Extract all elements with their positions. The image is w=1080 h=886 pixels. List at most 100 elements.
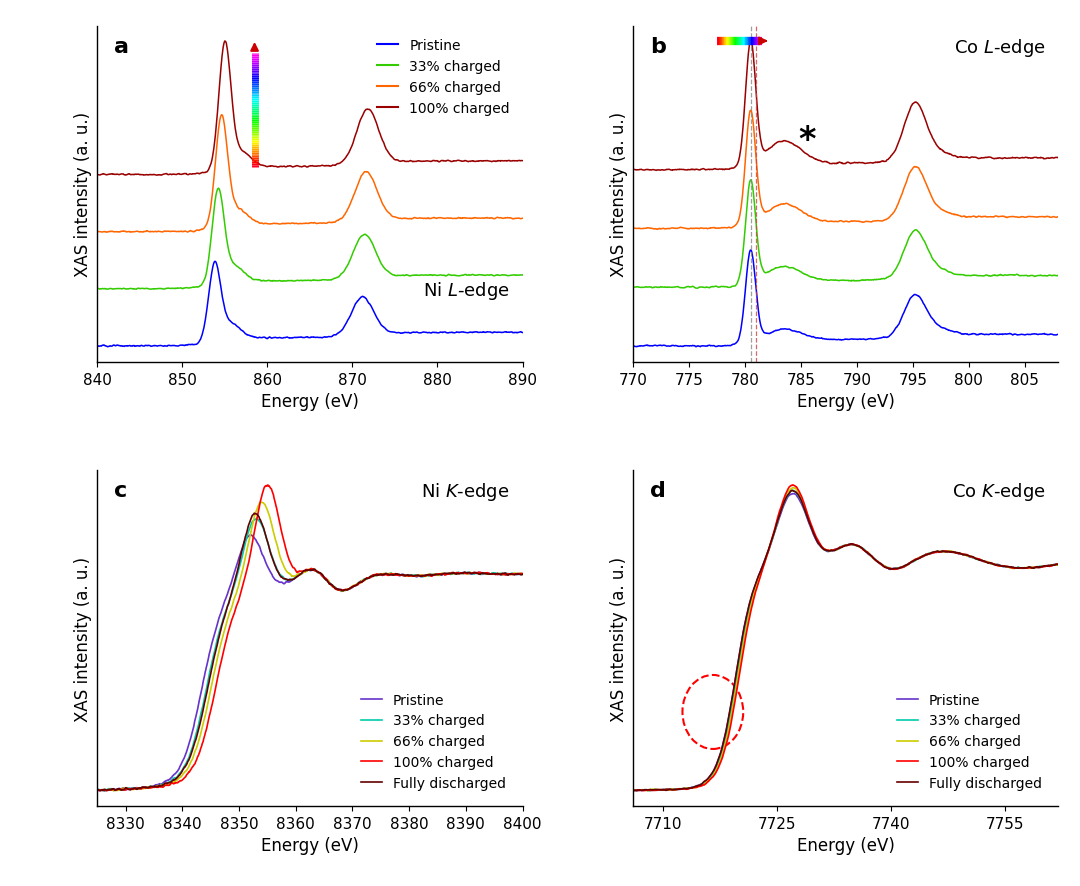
- Fully discharged: [264, 546, 276, 556]
- 66% charged: [959, 550, 972, 561]
- Fully discharged: [383, 570, 396, 580]
- Text: Ni $\it{L}$-edge: Ni $\it{L}$-edge: [423, 280, 510, 302]
- Text: *: *: [798, 124, 815, 157]
- Line: Fully discharged: Fully discharged: [633, 491, 1058, 790]
- 100% charged: [786, 480, 799, 491]
- 100% charged: [516, 569, 529, 579]
- Fully discharged: [135, 782, 148, 793]
- Text: d: d: [650, 480, 666, 501]
- Fully discharged: [785, 486, 798, 496]
- Y-axis label: XAS intensity (a. u.): XAS intensity (a. u.): [73, 556, 92, 720]
- 66% charged: [799, 506, 812, 517]
- Pristine: [967, 553, 980, 563]
- Pristine: [264, 566, 276, 577]
- Fully discharged: [626, 785, 639, 796]
- Line: 66% charged: 66% charged: [97, 502, 523, 790]
- Line: 33% charged: 33% charged: [633, 491, 1058, 791]
- Fully discharged: [279, 574, 292, 585]
- Text: a: a: [114, 36, 130, 57]
- 33% charged: [423, 571, 436, 581]
- 33% charged: [279, 575, 292, 586]
- Pristine: [631, 786, 644, 797]
- 33% charged: [967, 553, 980, 563]
- 100% charged: [967, 552, 980, 563]
- 66% charged: [91, 785, 104, 796]
- Y-axis label: XAS intensity (a. u.): XAS intensity (a. u.): [609, 113, 627, 277]
- Pristine: [91, 784, 104, 795]
- X-axis label: Energy (eV): Energy (eV): [261, 836, 359, 854]
- 33% charged: [919, 549, 932, 560]
- Pristine: [423, 571, 436, 581]
- 100% charged: [626, 785, 639, 796]
- Fully discharged: [959, 550, 972, 561]
- 33% charged: [98, 786, 111, 797]
- Fully discharged: [671, 784, 684, 795]
- 100% charged: [264, 482, 276, 493]
- 66% charged: [967, 553, 980, 563]
- 33% charged: [671, 784, 684, 795]
- Text: Co $\it{K}$-edge: Co $\it{K}$-edge: [951, 480, 1045, 502]
- Fully discharged: [91, 784, 104, 795]
- Pristine: [959, 550, 972, 561]
- 33% charged: [135, 783, 148, 794]
- 66% charged: [255, 497, 268, 508]
- Legend: Pristine, 33% charged, 66% charged, 100% charged, Fully discharged: Pristine, 33% charged, 66% charged, 100%…: [891, 688, 1048, 796]
- Fully discharged: [919, 550, 932, 561]
- 66% charged: [626, 785, 639, 796]
- 33% charged: [431, 570, 444, 580]
- 66% charged: [383, 568, 396, 579]
- 66% charged: [671, 784, 684, 795]
- 66% charged: [264, 513, 276, 524]
- 33% charged: [516, 569, 529, 579]
- 66% charged: [431, 570, 444, 580]
- Pristine: [626, 785, 639, 796]
- Fully discharged: [799, 509, 812, 519]
- 100% charged: [799, 504, 812, 515]
- Legend: Pristine, 33% charged, 66% charged, 100% charged, Fully discharged: Pristine, 33% charged, 66% charged, 100%…: [355, 688, 511, 796]
- Fully discharged: [423, 570, 436, 580]
- 33% charged: [1052, 559, 1065, 570]
- 66% charged: [642, 785, 654, 796]
- Line: 33% charged: 33% charged: [97, 519, 523, 791]
- X-axis label: Energy (eV): Energy (eV): [797, 392, 894, 411]
- Pristine: [788, 489, 801, 500]
- 100% charged: [1052, 559, 1065, 570]
- 66% charged: [279, 564, 292, 575]
- 33% charged: [959, 549, 972, 560]
- Line: 66% charged: 66% charged: [633, 488, 1058, 790]
- 66% charged: [108, 785, 121, 796]
- Pristine: [431, 570, 444, 580]
- Pristine: [671, 784, 684, 795]
- Fully discharged: [247, 509, 260, 519]
- 66% charged: [423, 569, 436, 579]
- Fully discharged: [96, 785, 109, 796]
- 66% charged: [919, 549, 932, 560]
- Y-axis label: XAS intensity (a. u.): XAS intensity (a. u.): [73, 113, 92, 277]
- Pristine: [94, 786, 107, 797]
- Pristine: [516, 569, 529, 579]
- Pristine: [383, 570, 396, 580]
- 66% charged: [1052, 560, 1065, 571]
- Y-axis label: XAS intensity (a. u.): XAS intensity (a. u.): [609, 556, 627, 720]
- Pristine: [135, 783, 148, 794]
- 100% charged: [671, 784, 684, 795]
- Line: Pristine: Pristine: [97, 535, 523, 791]
- Line: 100% charged: 100% charged: [633, 486, 1058, 790]
- Pristine: [244, 530, 257, 540]
- 100% charged: [135, 783, 148, 794]
- 100% charged: [279, 542, 292, 553]
- Line: 100% charged: 100% charged: [97, 486, 523, 791]
- 33% charged: [264, 546, 276, 556]
- Text: Co $\it{L}$-edge: Co $\it{L}$-edge: [954, 36, 1045, 58]
- 33% charged: [786, 486, 799, 496]
- 100% charged: [423, 570, 436, 580]
- Fully discharged: [630, 785, 643, 796]
- Pristine: [919, 549, 932, 560]
- 100% charged: [814, 540, 827, 551]
- Fully discharged: [1052, 560, 1065, 571]
- Pristine: [279, 578, 292, 588]
- Line: Pristine: Pristine: [633, 494, 1058, 791]
- Fully discharged: [967, 552, 980, 563]
- 33% charged: [249, 514, 262, 525]
- Line: Fully discharged: Fully discharged: [97, 514, 523, 790]
